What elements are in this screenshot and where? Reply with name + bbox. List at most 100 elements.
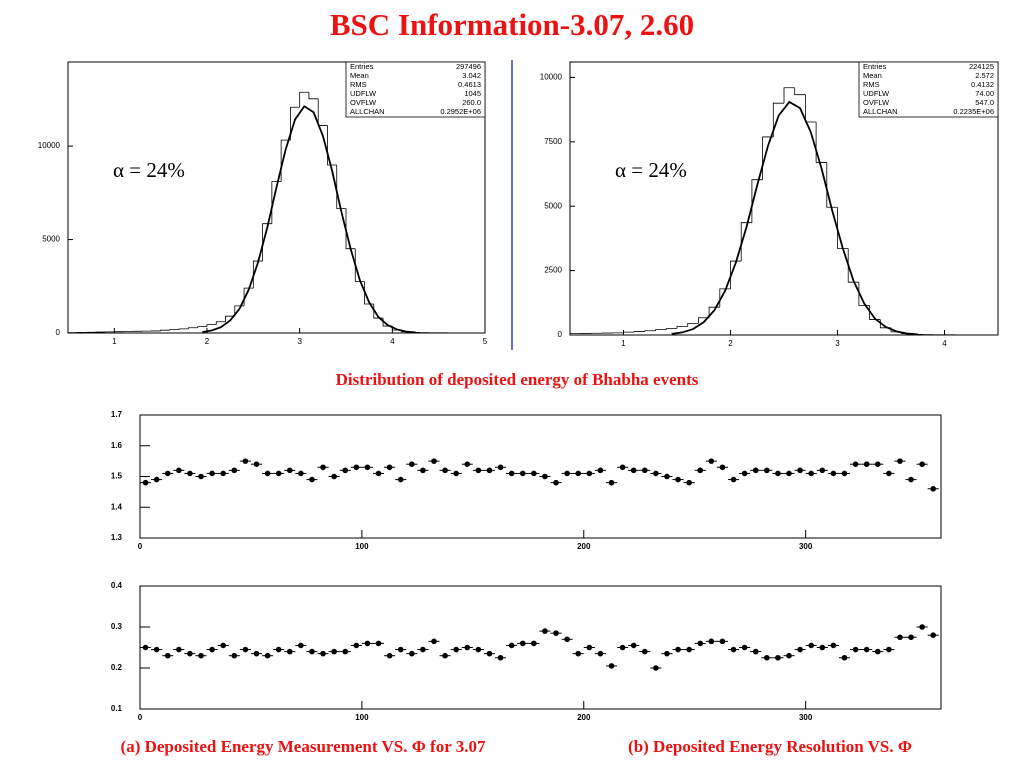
data-point: [575, 470, 582, 477]
y-tick-label: 0: [558, 330, 563, 339]
data-point: [397, 646, 404, 653]
x-tick-label: 3: [297, 337, 302, 346]
data-point: [464, 644, 471, 651]
data-point: [897, 634, 903, 641]
data-point: [775, 470, 781, 477]
data-point: [164, 652, 171, 659]
histogram-bin: [345, 208, 356, 250]
data-point: [764, 467, 770, 474]
y-tick-label: 5000: [544, 201, 562, 210]
stats-label: RMS: [863, 80, 880, 89]
data-point: [519, 470, 526, 477]
data-point: [608, 663, 615, 669]
stats-label: ALLCHAN: [863, 107, 898, 116]
histogram-bin: [188, 327, 198, 329]
histogram-bin: [837, 207, 849, 249]
stats-value: 1045: [464, 89, 481, 98]
y-tick-label: 10000: [540, 73, 563, 82]
plot-frame: [569, 61, 999, 336]
data-point: [752, 648, 759, 655]
data-point: [531, 470, 537, 477]
data-point: [930, 486, 937, 492]
data-point: [675, 646, 681, 653]
data-point: [653, 470, 659, 477]
data-point: [930, 632, 937, 638]
data-point: [286, 467, 293, 474]
data-point: [697, 467, 704, 474]
data-point: [231, 467, 238, 474]
data-point: [331, 473, 337, 480]
data-point: [630, 642, 637, 649]
data-point: [386, 464, 393, 471]
data-point: [264, 470, 271, 477]
histogram-bin: [655, 329, 667, 331]
data-point: [164, 470, 171, 477]
y-tick-label: 0.3: [111, 622, 123, 631]
histogram-bin: [308, 92, 319, 100]
data-point: [542, 473, 548, 480]
x-tick-label: 0: [138, 542, 143, 551]
data-point: [342, 648, 349, 655]
data-point: [353, 464, 360, 471]
caption: (b) Deposited Energy Resolution VS. Φ: [628, 737, 912, 756]
data-point: [264, 652, 271, 659]
data-point: [874, 461, 881, 468]
data-point: [597, 467, 604, 474]
stats-value: 297496: [456, 62, 481, 71]
data-point: [531, 640, 537, 647]
data-point: [786, 470, 792, 477]
y-tick-label: 1.5: [111, 472, 123, 481]
data-point: [919, 624, 925, 630]
data-point: [142, 644, 149, 651]
histogram-bin: [354, 248, 365, 283]
data-point: [320, 650, 326, 657]
data-point: [619, 644, 626, 651]
data-point: [797, 467, 803, 474]
data-point: [153, 646, 160, 653]
data-point: [275, 646, 282, 653]
data-point: [342, 467, 349, 474]
data-point: [597, 650, 604, 657]
data-point: [309, 476, 315, 483]
data-point: [730, 646, 737, 653]
x-tick-label: 2: [205, 337, 210, 346]
stats-label: OVFLW: [350, 98, 377, 107]
data-point: [908, 476, 914, 483]
data-point: [886, 470, 892, 477]
stats-box: [858, 61, 999, 118]
data-point: [852, 461, 859, 468]
data-point: [819, 644, 826, 651]
data-point: [553, 479, 559, 486]
y-tick-label: 0.4: [111, 581, 123, 590]
annotation: α = 24%: [615, 158, 687, 182]
data-point: [719, 638, 726, 645]
histogram-bin: [290, 106, 300, 141]
data-point: [830, 642, 837, 649]
data-point: [863, 646, 870, 653]
data-point: [286, 648, 293, 655]
stats-value: 260.0: [462, 98, 481, 107]
data-point: [919, 461, 925, 468]
data-point: [464, 461, 471, 468]
y-tick-label: 0.1: [111, 704, 123, 713]
data-point: [176, 467, 182, 474]
x-tick-label: 200: [577, 542, 591, 551]
data-point: [253, 650, 260, 657]
data-point: [841, 470, 848, 477]
histogram-bin: [815, 122, 827, 163]
data-point: [220, 470, 227, 477]
caption: Distribution of deposited energy of Bhab…: [336, 370, 699, 389]
data-point: [653, 665, 659, 671]
data-point: [508, 470, 515, 477]
data-point: [453, 470, 459, 477]
stats-value: 0.2952E+06: [440, 107, 481, 116]
data-point: [475, 467, 482, 474]
histogram-bin: [847, 248, 859, 283]
data-point: [298, 470, 304, 477]
data-point: [176, 646, 182, 653]
fit-curve: [202, 105, 416, 334]
data-point: [253, 461, 260, 468]
data-point: [519, 640, 526, 647]
data-point: [375, 640, 382, 647]
data-point: [708, 638, 715, 645]
